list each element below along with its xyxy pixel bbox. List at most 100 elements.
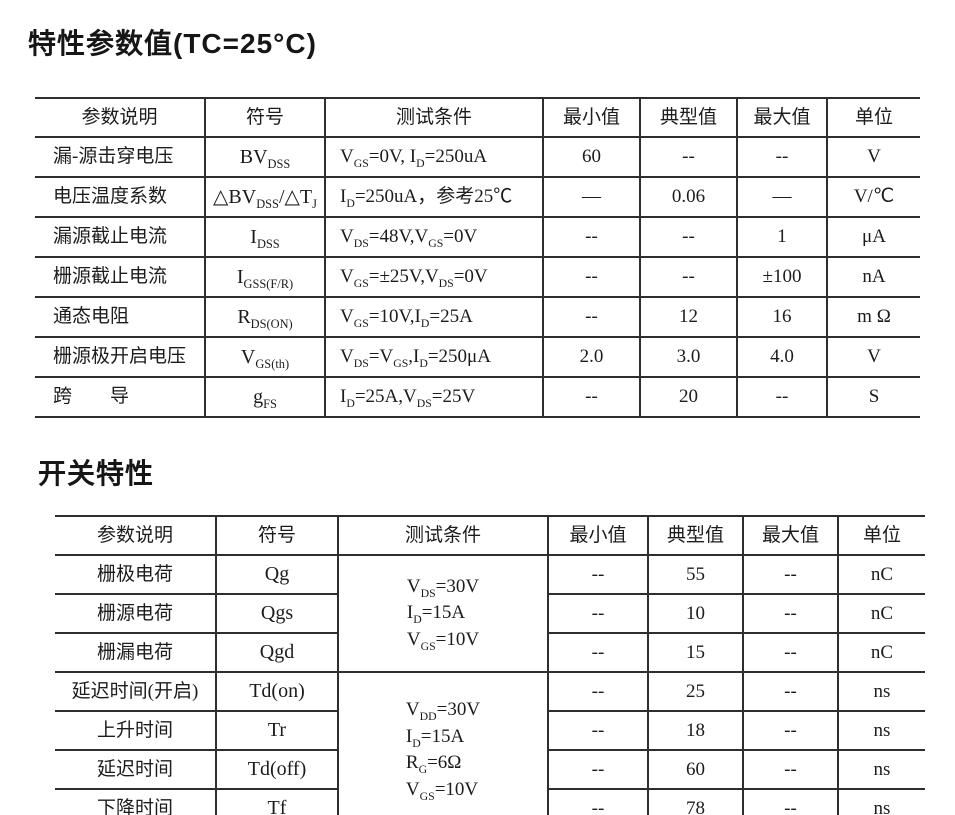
switching-characteristics-table: 参数说明 符号 测试条件 最小值 典型值 最大值 单位 栅极电荷 Qg VDS=30V ID=15…	[55, 515, 925, 815]
cell-min: 60	[542, 136, 641, 178]
cell-min: --	[547, 593, 649, 634]
cell-unit: nC	[837, 554, 925, 595]
cell-typ: 60	[647, 749, 744, 790]
table-row: 栅极电荷 Qg VDS=30V ID=15A VGS=10V -- 55 -- nC	[55, 554, 925, 673]
cell-unit: ns	[837, 788, 925, 815]
section-title-electrical-characteristics: 特性参数值(TC=25°C)	[28, 28, 317, 59]
cell-max: --	[742, 554, 839, 595]
cell-min: --	[547, 749, 649, 790]
cell-param: 栅极电荷	[55, 554, 217, 595]
section-title-switching-characteristics: 开关特性	[38, 458, 155, 489]
cell-param: 栅漏电荷	[55, 632, 217, 673]
table-row: 下降时间 Tf -- 78 -- ns	[55, 788, 925, 815]
table-row: 栅源极开启电压 VGS(th) VDS=VGS,ID=250μA 2.0 3.0 4.0 V	[35, 336, 920, 378]
table-row: 漏源截止电流 IDSS VDS=48V,VGS=0V -- -- 1 μA	[35, 216, 920, 258]
cell-unit: S	[826, 376, 920, 418]
cell-param: 下降时间	[55, 788, 217, 815]
cell-symbol: Tf	[215, 788, 339, 815]
cell-max: --	[742, 632, 839, 673]
column-header-typ: 典型值	[647, 515, 744, 556]
cell-symbol: Qgd	[215, 632, 339, 673]
condition-text: VGS=0V, ID=250uA	[340, 145, 488, 170]
column-header-condition: 测试条件	[324, 97, 544, 138]
cell-symbol: RDS(ON)	[204, 296, 326, 338]
cell-unit: nC	[837, 593, 925, 634]
cell-param: 漏源截止电流	[35, 216, 206, 258]
table-row: 上升时间 Tr -- 18 -- ns	[55, 710, 925, 751]
table-row: 栅源截止电流 IGSS(F/R) VGS=±25V,VDS=0V -- -- ±100 nA	[35, 256, 920, 298]
table-body: 漏-源击穿电压 BVDSS VGS=0V, ID=250uA 60 -- -- V 电压温度系…	[35, 136, 920, 418]
cell-unit: nC	[837, 632, 925, 673]
cell-unit: nA	[826, 256, 920, 298]
electrical-characteristics-table: 参数说明 符号 测试条件 最小值 典型值 最大值 单位 漏-源击穿电压 BVDSS VGS=0V…	[35, 97, 920, 418]
column-header-min: 最小值	[547, 515, 649, 556]
cell-min: --	[542, 376, 641, 418]
cell-max: 1	[736, 216, 828, 258]
cell-symbol: IDSS	[204, 216, 326, 258]
cell-max: —	[736, 176, 828, 218]
condition-text: ID=250uA，参考25℃	[340, 185, 513, 210]
cell-max: 16	[736, 296, 828, 338]
column-header-condition: 测试条件	[337, 515, 549, 556]
table-row: 电压温度系数 △BVDSS/△TJ ID=250uA，参考25℃ —0.06— V/℃	[35, 176, 920, 218]
cell-unit: V	[826, 336, 920, 378]
cell-min: --	[547, 632, 649, 673]
cell-symbol: gFS	[204, 376, 326, 418]
cell-param: 漏-源击穿电压	[35, 136, 206, 178]
table-row: 栅漏电荷 Qgd -- 15 -- nC	[55, 632, 925, 673]
cell-min: --	[542, 296, 641, 338]
table-header: 参数说明 符号 测试条件 最小值 典型值 最大值 单位	[55, 515, 925, 556]
cell-typ: 12	[639, 296, 738, 338]
column-header-param: 参数说明	[35, 97, 206, 138]
cell-max: --	[736, 136, 828, 178]
cell-typ: 55	[647, 554, 744, 595]
cell-max: --	[742, 710, 839, 751]
table-body: 栅极电荷 Qg VDS=30V ID=15A VGS=10V -- 55 -- nC 栅源电荷 Qg…	[55, 554, 925, 815]
cell-condition: VDS=48V,VGS=0V	[324, 216, 544, 258]
cell-param: 通态电阻	[35, 296, 206, 338]
cell-param: 延迟时间	[55, 749, 217, 790]
column-header-param: 参数说明	[55, 515, 217, 556]
column-header-min: 最小值	[542, 97, 641, 138]
header-row: 参数说明 符号 测试条件 最小值 典型值 最大值 单位	[35, 97, 920, 138]
cell-max: --	[742, 788, 839, 815]
column-header-unit: 单位	[826, 97, 920, 138]
column-header-max: 最大值	[742, 515, 839, 556]
cell-typ: 10	[647, 593, 744, 634]
cell-typ: --	[639, 256, 738, 298]
column-header-typ: 典型值	[639, 97, 738, 138]
cell-typ: 25	[647, 671, 744, 712]
cell-param: 栅源极开启电压	[35, 336, 206, 378]
cell-symbol: Td(on)	[215, 671, 339, 712]
column-header-max: 最大值	[736, 97, 828, 138]
cell-typ: --	[639, 136, 738, 178]
cell-unit: μA	[826, 216, 920, 258]
table-row: 栅源电荷 Qgs -- 10 -- nC	[55, 593, 925, 634]
cell-param: 栅源电荷	[55, 593, 217, 634]
cell-param: 栅源截止电流	[35, 256, 206, 298]
cell-symbol: Td(off)	[215, 749, 339, 790]
table-row: 通态电阻 RDS(ON) VGS=10V,ID=25A -- 12 16 m Ω	[35, 296, 920, 338]
cell-condition: ID=250uA，参考25℃	[324, 176, 544, 218]
cell-condition: VGS=10V,ID=25A	[324, 296, 544, 338]
cell-max: --	[736, 376, 828, 418]
cell-typ: 78	[647, 788, 744, 815]
condition-text: VDD=30V ID=15A RG=6Ω VGS=10V	[405, 699, 481, 803]
cell-min: —	[542, 176, 641, 218]
cell-condition: VGS=0V, ID=250uA	[324, 136, 544, 178]
cell-condition: VDD=30V ID=15A RG=6Ω VGS=10V	[337, 671, 549, 815]
cell-max: --	[742, 671, 839, 712]
cell-unit: ns	[837, 671, 925, 712]
cell-unit: m Ω	[826, 296, 920, 338]
cell-max: --	[742, 749, 839, 790]
cell-symbol: Qg	[215, 554, 339, 595]
cell-min: --	[547, 788, 649, 815]
condition-text: VGS=±25V,VDS=0V	[340, 265, 488, 290]
cell-unit: ns	[837, 749, 925, 790]
cell-param: 延迟时间(开启)	[55, 671, 217, 712]
table-row: 漏-源击穿电压 BVDSS VGS=0V, ID=250uA 60 -- -- V	[35, 136, 920, 178]
cell-max: --	[742, 593, 839, 634]
cell-symbol: BVDSS	[204, 136, 326, 178]
cell-param: 跨 导	[35, 376, 206, 418]
cell-param: 上升时间	[55, 710, 217, 751]
